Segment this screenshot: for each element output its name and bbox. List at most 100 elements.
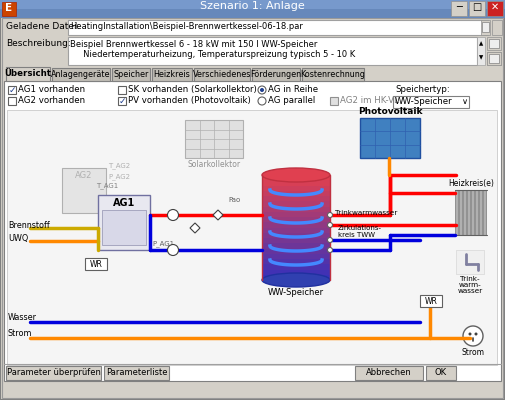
Bar xyxy=(262,212,330,218)
Bar xyxy=(481,20,490,35)
Bar xyxy=(262,238,330,244)
Bar xyxy=(68,37,477,65)
Bar xyxy=(483,190,486,235)
Text: kreis TWW: kreis TWW xyxy=(338,232,375,238)
Bar xyxy=(262,217,330,223)
Text: ∨: ∨ xyxy=(462,97,468,106)
Bar xyxy=(98,195,150,250)
Text: AG in Reihe: AG in Reihe xyxy=(268,85,318,94)
Text: wasser: wasser xyxy=(458,288,483,294)
Circle shape xyxy=(328,212,332,218)
Text: Niedertemperaturheizung, Temperaturspreizung typisch 5 - 10 K: Niedertemperaturheizung, Temperatursprei… xyxy=(70,50,355,59)
Bar xyxy=(262,191,330,197)
Text: Brennstoff: Brennstoff xyxy=(8,220,50,230)
Bar xyxy=(262,196,330,202)
Bar xyxy=(459,190,462,235)
Bar xyxy=(104,366,169,380)
Bar xyxy=(471,190,474,235)
Bar xyxy=(6,67,50,81)
Bar xyxy=(467,190,470,235)
Text: Förderungen: Förderungen xyxy=(250,70,301,79)
Bar xyxy=(194,68,250,81)
Text: Anlagengeräte: Anlagengeräte xyxy=(51,70,111,79)
Text: AG2: AG2 xyxy=(75,171,93,180)
Bar xyxy=(6,366,101,380)
Text: SK vorhanden (Solarkollektor): SK vorhanden (Solarkollektor) xyxy=(128,85,257,94)
Circle shape xyxy=(258,86,266,94)
Bar xyxy=(463,190,466,235)
Text: □: □ xyxy=(472,2,482,12)
Ellipse shape xyxy=(262,168,330,182)
Bar xyxy=(455,190,458,235)
Bar xyxy=(262,233,330,239)
Bar xyxy=(262,206,330,213)
Text: ─: ─ xyxy=(456,2,462,12)
Text: Beschreibung:: Beschreibung: xyxy=(6,39,71,48)
Text: Heizkreis: Heizkreis xyxy=(154,70,190,79)
Text: WW-Speicher: WW-Speicher xyxy=(395,97,452,106)
Bar xyxy=(475,190,478,235)
Text: AG1: AG1 xyxy=(113,198,135,208)
Bar xyxy=(262,275,330,281)
Bar xyxy=(68,20,488,35)
Text: AG parallel: AG parallel xyxy=(268,96,315,105)
Text: Beispiel Brennwertkessel 6 - 18 kW mit 150 l WW-Speicher: Beispiel Brennwertkessel 6 - 18 kW mit 1… xyxy=(70,40,317,49)
Polygon shape xyxy=(213,210,223,220)
Circle shape xyxy=(463,326,483,346)
Bar xyxy=(185,120,243,158)
Bar xyxy=(118,86,126,94)
Bar xyxy=(302,68,364,81)
Bar xyxy=(456,250,484,274)
Text: Übersicht: Übersicht xyxy=(5,69,52,78)
Circle shape xyxy=(168,244,178,256)
Bar xyxy=(102,210,146,245)
Text: WW-Speicher: WW-Speicher xyxy=(268,288,324,297)
Text: Speicher: Speicher xyxy=(113,70,148,79)
Text: T_AG2: T_AG2 xyxy=(108,162,130,169)
Text: Pao: Pao xyxy=(228,197,240,203)
Bar xyxy=(482,22,489,32)
Circle shape xyxy=(168,210,178,220)
Text: Szenario 1: Anlage: Szenario 1: Anlage xyxy=(200,1,305,11)
Text: Solarkollektor: Solarkollektor xyxy=(187,160,240,169)
Bar xyxy=(469,1,485,16)
Text: UWQ: UWQ xyxy=(8,234,28,242)
Bar xyxy=(487,37,501,50)
Text: ✓: ✓ xyxy=(119,97,126,106)
Text: Photovoltaik: Photovoltaik xyxy=(358,107,422,116)
Bar xyxy=(62,168,106,213)
Bar xyxy=(2,2,16,16)
Bar xyxy=(52,68,110,81)
Bar xyxy=(487,52,501,65)
Text: WR: WR xyxy=(89,260,103,269)
Bar xyxy=(262,201,330,208)
Circle shape xyxy=(258,97,266,105)
Text: Verschiedenes: Verschiedenes xyxy=(193,70,251,79)
Bar xyxy=(492,20,502,35)
Text: WR: WR xyxy=(425,297,437,306)
Bar xyxy=(262,254,330,260)
Text: ▼: ▼ xyxy=(479,55,483,60)
Text: ✕: ✕ xyxy=(491,2,499,12)
Bar xyxy=(489,39,499,48)
Bar xyxy=(262,222,330,228)
Text: Strom: Strom xyxy=(8,330,32,338)
Bar xyxy=(330,97,338,105)
Text: AG2 vorhanden: AG2 vorhanden xyxy=(18,96,85,105)
Bar xyxy=(477,37,485,65)
Bar xyxy=(0,0,505,18)
Circle shape xyxy=(260,88,264,92)
Text: ✓: ✓ xyxy=(9,86,17,95)
Ellipse shape xyxy=(262,273,330,287)
Text: Trinkwarmwasser: Trinkwarmwasser xyxy=(335,210,397,216)
Bar xyxy=(7,110,497,365)
Bar xyxy=(479,190,482,235)
Bar xyxy=(8,97,16,105)
Bar xyxy=(262,175,330,181)
Text: HeatingInstallation\Beispiel-Brennwertkessel-06-18.par: HeatingInstallation\Beispiel-Brennwertke… xyxy=(70,22,303,31)
Bar xyxy=(262,180,330,186)
Text: Parameter überprüfen: Parameter überprüfen xyxy=(7,368,100,377)
Text: E: E xyxy=(6,3,13,13)
Bar xyxy=(262,186,330,192)
Bar xyxy=(355,366,423,380)
